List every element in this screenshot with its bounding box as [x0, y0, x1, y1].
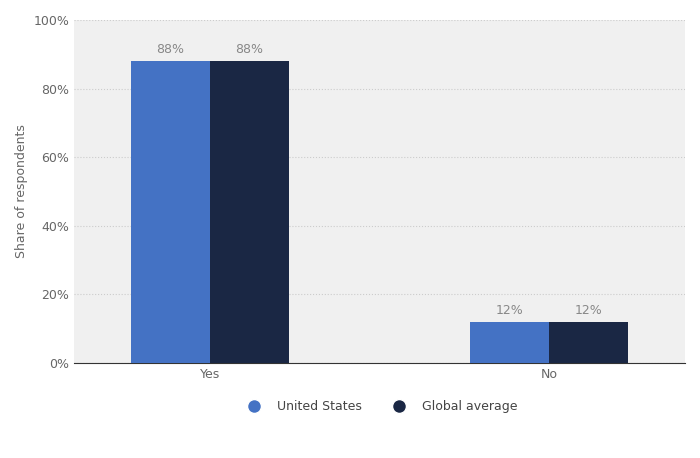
Legend: United States, Global average: United States, Global average [237, 395, 522, 418]
Bar [470, 322, 550, 363]
Bar [131, 61, 210, 363]
Bar [550, 322, 629, 363]
Bar [210, 61, 289, 363]
Text: 88%: 88% [236, 43, 264, 56]
Text: 88%: 88% [156, 43, 184, 56]
Y-axis label: Share of respondents: Share of respondents [15, 125, 28, 258]
Text: 12%: 12% [496, 304, 524, 316]
Text: 12%: 12% [575, 304, 603, 316]
